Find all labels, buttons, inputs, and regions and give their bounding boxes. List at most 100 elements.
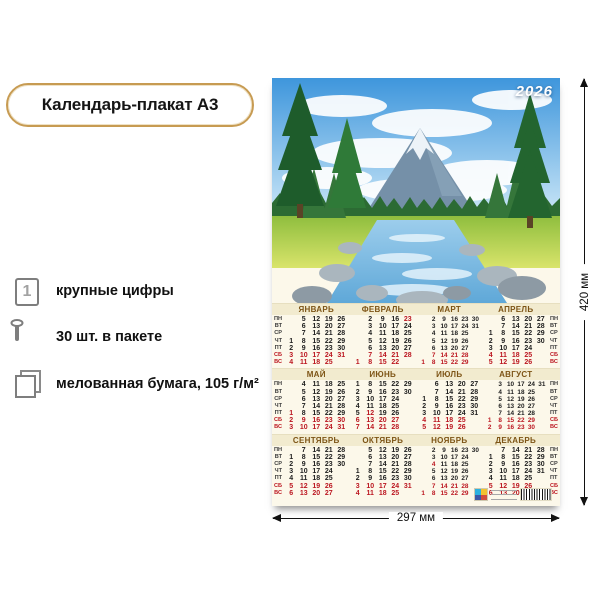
day-number: 22 [450,359,459,367]
weekday-labels-right: ПН ВТ СР ЧТ ПТ СБ ВС [549,447,560,497]
day-number: 4 [498,388,502,396]
day-number: 3 [289,424,294,432]
week-row: 7 14 21 28 [285,403,348,410]
day-number: 8 [301,410,306,418]
day-number: 26 [391,410,400,418]
day-number: 10 [299,351,308,359]
day-number: 15 [440,359,448,367]
day-number: 10 [440,453,448,461]
day-number: 19 [445,424,454,432]
week-row: 3 10 17 24 31 [485,381,548,388]
day-number: 13 [312,395,321,403]
day-number: 16 [450,446,459,454]
day-number [535,352,548,359]
day-number: 16 [312,417,321,425]
day-number: 17 [450,323,459,331]
day-number: 5 [301,388,306,396]
day-number: 20 [391,344,400,352]
day-number [485,396,495,403]
day-number: 24 [324,424,333,432]
weekday-labels-right: ПН ВТ СР ЧТ ПТ СБ ВС [549,381,560,431]
day-number: 15 [378,381,387,389]
day-number: 30 [471,316,479,323]
day-number [402,490,415,497]
day-number: 4 [355,402,360,410]
weekday-label: ВС [550,489,558,496]
day-number: 14 [312,402,321,410]
day-number: 6 [368,453,373,461]
day-number [418,389,431,396]
day-number [352,461,365,468]
weekday-label: ПН [550,381,559,388]
day-number: 23 [391,388,400,396]
day-number: 15 [507,417,515,425]
day-number: 17 [445,410,454,418]
day-number [485,410,495,417]
weekday-label: СБ [550,351,559,358]
month-name: ЯНВАРЬ [298,305,335,314]
day-number: 8 [434,395,439,403]
week-row: 5 12 19 26 [485,359,548,366]
week-row: 7 14 21 28 [485,323,548,330]
day-number [335,468,348,475]
feature-label: крупные цифры [56,283,174,299]
day-number: 2 [422,402,427,410]
day-number [468,417,481,424]
day-number: 12 [432,424,441,432]
week-row: 1 8 15 22 [352,359,415,366]
day-number: 9 [368,388,373,396]
week-row: 4 11 18 25 [285,359,348,366]
day-number: 6 [434,381,439,389]
day-number: 8 [301,453,306,461]
day-number: 24 [324,468,333,476]
calendar-grid: ЯНВАРЬ ФЕВРАЛЬ МАРТ АПРЕЛЬ ПН ВТ СР ЧТ ПТ СБ ВС 5 12… [272,303,560,506]
day-number: 2 [487,424,492,432]
day-number: 13 [312,323,321,331]
day-number: 1 [422,395,427,403]
weekday-label: ВТ [550,453,558,460]
day-number: 11 [379,330,387,338]
weekday-label: ПН [273,446,282,453]
day-number: 6 [301,395,306,403]
month-name: ИЮНЬ [369,370,397,380]
day-number: 31 [538,381,546,389]
day-number: 15 [511,453,520,461]
day-number [537,403,547,410]
day-number: 13 [299,489,308,497]
day-number [402,396,415,403]
width-dimension: 297 мм [272,511,560,527]
week-row: 2 9 16 23 30 [285,461,348,468]
day-number: 19 [391,446,400,454]
day-number: 5 [431,468,436,476]
day-number: 27 [403,344,412,352]
weekday-label: СР [274,330,282,337]
weekday-labels-left: ПН ВТ СР ЧТ ПТ СБ ВС [272,447,283,497]
day-number: 26 [524,482,533,490]
day-number: 21 [450,351,459,359]
day-number: 8 [368,381,373,389]
day-number [352,352,365,359]
day-number: 4 [422,417,427,425]
day-number: 18 [511,351,520,359]
day-number: 16 [391,316,400,323]
day-number: 9 [301,417,306,425]
calendar-row-jan-apr: ЯНВАРЬ ФЕВРАЛЬ МАРТ АПРЕЛЬ ПН ВТ СР ЧТ ПТ СБ ВС 5 12… [272,303,560,368]
day-number: 4 [301,381,306,389]
month-block: 2 9 16 23 30 3 10 17 24 4 11 18 25 5 12 19 26 6 13 20 27 7 14 2… [416,447,483,497]
feature-label: 30 шт. в пакете [56,329,163,345]
day-number [352,323,365,330]
weekday-label: ЧТ [274,468,282,475]
week-row: 2 9 16 23 30 [352,475,415,482]
day-number: 23 [524,461,533,468]
day-number: 19 [378,410,387,418]
day-number: 26 [324,482,333,490]
day-number: 29 [461,359,469,367]
day-number: 8 [301,337,306,345]
day-number: 25 [324,359,333,367]
day-number [418,468,428,475]
weekday-label: ВС [274,359,282,366]
day-number [285,403,298,410]
